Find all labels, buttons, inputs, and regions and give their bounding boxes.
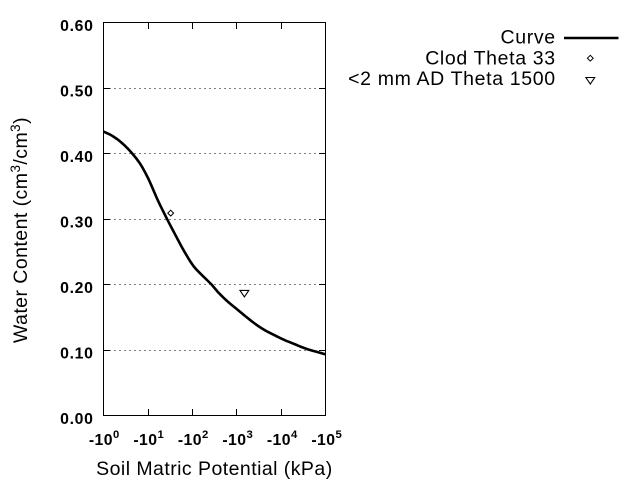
svg-text:0.60: 0.60	[60, 18, 94, 35]
svg-text:0.10: 0.10	[60, 346, 94, 363]
svg-text:0.00: 0.00	[60, 411, 94, 428]
svg-text:0.20: 0.20	[60, 280, 94, 297]
svg-text:-102: -102	[178, 429, 209, 449]
svg-text:-103: -103	[222, 429, 253, 449]
svg-text:-100: -100	[89, 429, 120, 449]
svg-text:0.30: 0.30	[60, 215, 94, 232]
svg-text:Water Content (cm3/cm3): Water Content (cm3/cm3)	[8, 117, 32, 343]
svg-text:-104: -104	[267, 429, 298, 449]
svg-text:Soil Matric Potential (kPa): Soil Matric Potential (kPa)	[96, 458, 332, 480]
svg-text:0.40: 0.40	[60, 149, 94, 166]
svg-text:<2 mm AD Theta 1500: <2 mm AD Theta 1500	[348, 68, 556, 90]
svg-text:Clod Theta 33: Clod Theta 33	[425, 48, 556, 70]
svg-text:0.50: 0.50	[60, 83, 94, 100]
svg-text:-105: -105	[311, 429, 342, 449]
svg-text:Curve: Curve	[501, 27, 556, 49]
svg-text:-101: -101	[133, 429, 164, 449]
